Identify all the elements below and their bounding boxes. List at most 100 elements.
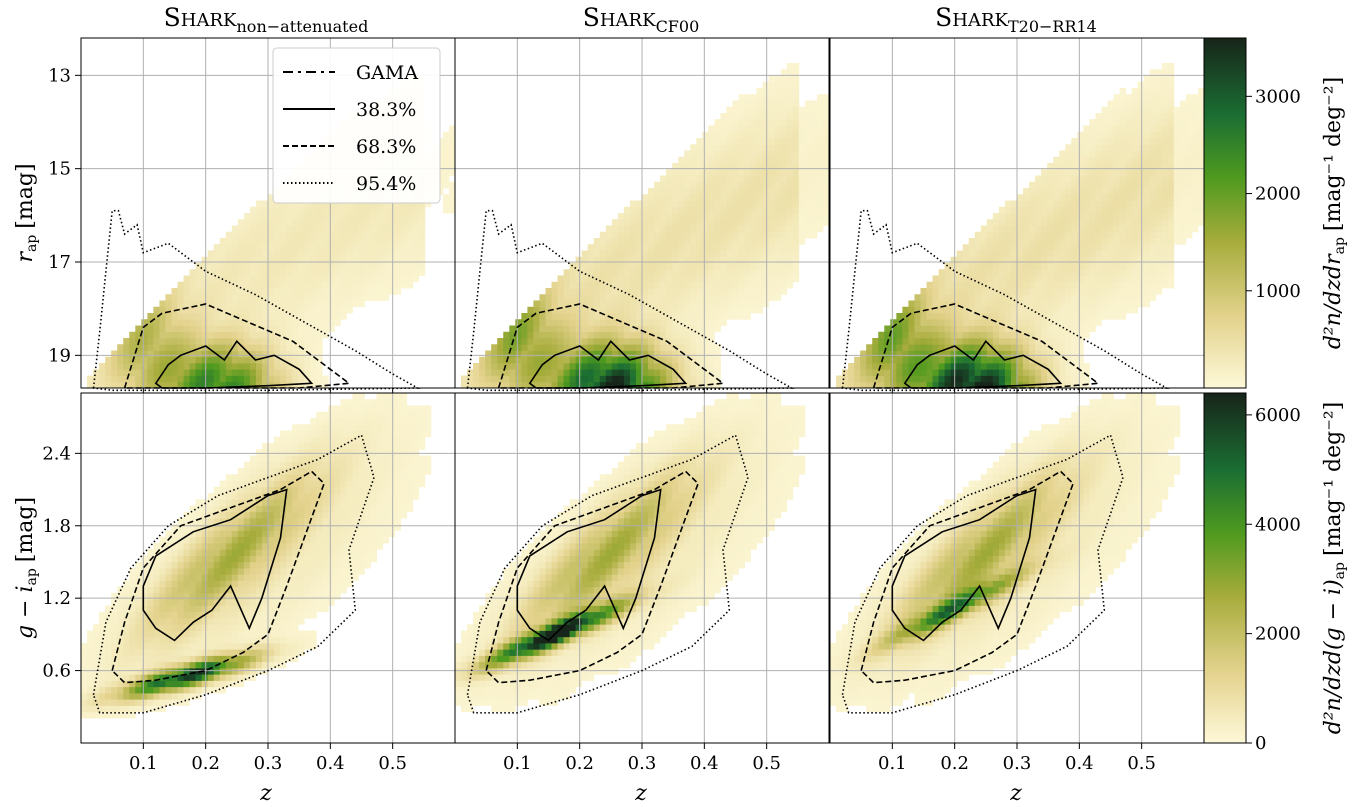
heatmap-cell xyxy=(599,288,607,295)
heatmap-cell xyxy=(944,331,952,339)
heatmap-cell xyxy=(1017,244,1024,251)
heatmap-cell xyxy=(153,586,160,594)
heatmap-cell xyxy=(914,331,921,339)
heatmap-cell xyxy=(617,256,625,264)
heatmap-cell xyxy=(334,244,341,251)
heatmap-cell xyxy=(1131,294,1139,301)
heatmap-cell xyxy=(539,363,546,370)
heatmap-cell xyxy=(660,288,667,295)
heatmap-cell xyxy=(183,524,190,531)
heatmap-cell xyxy=(629,281,637,289)
heatmap-cell xyxy=(774,175,782,183)
heatmap-cell xyxy=(732,144,739,151)
heatmap-cell xyxy=(99,668,106,675)
heatmap-cell xyxy=(87,699,94,706)
heatmap-cell xyxy=(1053,238,1060,245)
heatmap-cell xyxy=(1023,300,1030,308)
heatmap-cell xyxy=(93,699,100,706)
heatmap-cell xyxy=(738,231,745,239)
heatmap-cell xyxy=(822,144,830,151)
heatmap-cell xyxy=(382,206,390,214)
heatmap-cell xyxy=(1059,294,1066,301)
heatmap-cell xyxy=(322,238,329,245)
heatmap-cell xyxy=(986,244,994,251)
heatmap-cell xyxy=(442,181,450,189)
heatmap-cell xyxy=(1047,263,1054,270)
heatmap-cell xyxy=(726,163,733,170)
heatmap-cell xyxy=(726,169,733,176)
y-tick-label: 19 xyxy=(48,345,71,366)
heatmap-cell xyxy=(714,350,721,358)
heatmap-cell xyxy=(720,144,727,151)
heatmap-cell xyxy=(629,375,637,383)
heatmap-cell xyxy=(183,599,190,606)
heatmap-cell xyxy=(1047,356,1054,364)
heatmap-cell xyxy=(660,356,667,364)
heatmap-cell xyxy=(1065,256,1072,264)
heatmap-cell xyxy=(225,263,233,270)
heatmap-cell xyxy=(1059,219,1066,226)
heatmap-cell xyxy=(1167,256,1175,264)
heatmap-cell xyxy=(473,381,480,389)
heatmap-cell xyxy=(243,294,251,301)
heatmap-cell xyxy=(714,131,721,139)
heatmap-cell xyxy=(702,188,709,195)
heatmap-cell xyxy=(292,256,299,264)
heatmap-cell xyxy=(708,219,715,226)
heatmap-cell xyxy=(810,225,818,233)
heatmap-cell xyxy=(792,69,800,76)
heatmap-cell xyxy=(992,250,1000,258)
heatmap-cell xyxy=(896,350,903,358)
heatmap-cell xyxy=(792,200,800,208)
heatmap-cell xyxy=(708,156,715,164)
heatmap-cell xyxy=(1149,219,1157,226)
heatmap-cell xyxy=(623,294,631,301)
heatmap-cell xyxy=(123,680,130,688)
heatmap-cell xyxy=(581,363,589,370)
heatmap-cell xyxy=(274,206,281,214)
heatmap-cell xyxy=(690,175,697,183)
heatmap-cell xyxy=(195,369,203,376)
heatmap-cell xyxy=(177,674,184,681)
heatmap-cell xyxy=(111,711,118,719)
heatmap-cell xyxy=(768,131,776,139)
heatmap-cell xyxy=(183,593,190,600)
heatmap-cell xyxy=(304,313,311,320)
heatmap-cell xyxy=(243,250,251,258)
heatmap-cell xyxy=(648,231,655,239)
heatmap-cell xyxy=(1149,200,1157,208)
heatmap-cell xyxy=(690,294,697,301)
heatmap-cell xyxy=(780,281,788,289)
heatmap-cell xyxy=(1125,269,1133,276)
heatmap-cell xyxy=(1023,338,1030,345)
heatmap-cell xyxy=(786,200,794,208)
heatmap-cell xyxy=(714,181,721,189)
heatmap-cell xyxy=(768,188,776,195)
heatmap-cell xyxy=(635,225,643,233)
heatmap-cell xyxy=(581,375,589,383)
heatmap-cell xyxy=(744,206,751,214)
heatmap-cell xyxy=(159,693,166,700)
heatmap-cell xyxy=(654,331,661,339)
heatmap-cell xyxy=(1095,288,1102,295)
heatmap-cell xyxy=(1029,188,1036,195)
heatmap-cell xyxy=(756,288,764,295)
heatmap-cell xyxy=(822,131,830,139)
heatmap-cell xyxy=(491,350,498,358)
heatmap-cell xyxy=(165,555,172,563)
heatmap-cell xyxy=(732,200,739,208)
heatmap-cell xyxy=(183,630,190,638)
heatmap-cell xyxy=(611,331,619,339)
heatmap-cell xyxy=(322,325,329,333)
heatmap-cell xyxy=(768,294,776,301)
heatmap-cell xyxy=(792,150,800,158)
heatmap-cell xyxy=(509,375,516,383)
heatmap-cell xyxy=(1017,313,1024,320)
heatmap-cell xyxy=(756,163,764,170)
heatmap-cell xyxy=(261,269,269,276)
heatmap-cell xyxy=(1065,144,1072,151)
heatmap-cell xyxy=(593,250,601,258)
heatmap-cell xyxy=(605,325,613,333)
heatmap-cell xyxy=(237,244,245,251)
heatmap-cell xyxy=(902,375,909,383)
